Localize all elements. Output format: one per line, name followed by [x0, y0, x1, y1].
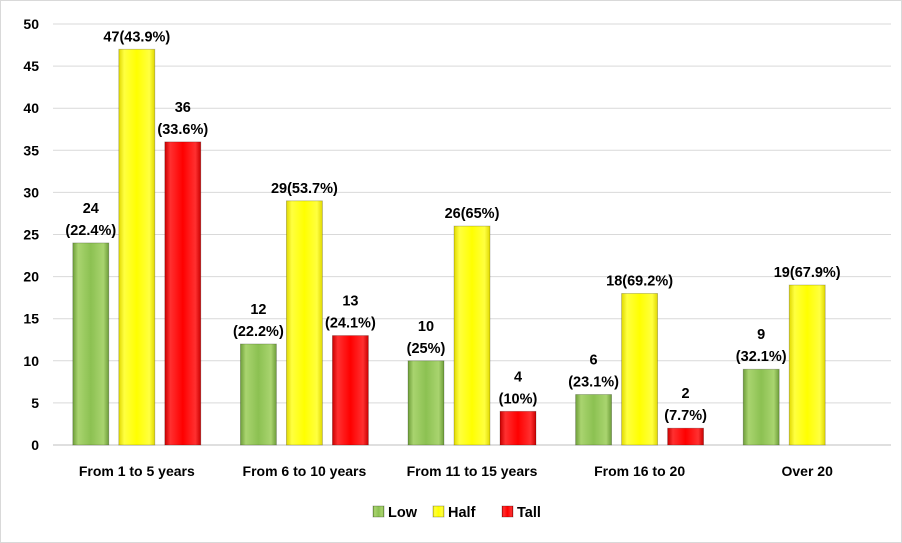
x-tick-label: Over 20	[782, 463, 834, 479]
data-label: (25%)	[407, 341, 446, 357]
legend-swatch-low	[372, 505, 385, 518]
y-tick-label: 15	[23, 311, 39, 327]
data-label: 10	[418, 319, 434, 335]
bar-half	[453, 225, 491, 446]
y-tick-label: 0	[31, 437, 39, 453]
bar-half	[285, 200, 323, 446]
y-tick-label: 30	[23, 184, 39, 200]
data-label: (10%)	[499, 391, 538, 407]
data-label: 12	[250, 302, 266, 318]
data-label: 36	[175, 100, 191, 116]
y-tick-label: 40	[23, 100, 39, 116]
bar-half	[788, 284, 826, 446]
bar-half	[621, 293, 658, 446]
data-label: (24.1%)	[325, 316, 376, 332]
x-tick-label: From 6 to 10 years	[243, 463, 367, 479]
legend-label: Low	[388, 505, 418, 521]
bar-tall	[667, 427, 704, 446]
data-label: 18(69.2%)	[606, 273, 673, 289]
x-tick-label: From 16 to 20	[594, 463, 685, 479]
legend-label: Tall	[517, 505, 541, 521]
bar-low	[742, 368, 780, 446]
data-label: 4	[514, 369, 522, 385]
data-label: (22.2%)	[233, 324, 284, 340]
y-tick-label: 20	[23, 269, 39, 285]
y-tick-label: 45	[23, 58, 39, 74]
y-tick-label: 10	[23, 353, 39, 369]
data-label: 24	[83, 201, 99, 217]
bar-low	[239, 343, 277, 446]
data-label: (7.7%)	[664, 408, 707, 424]
bar-low	[575, 394, 612, 446]
bar-low	[407, 360, 445, 446]
data-label: 13	[342, 294, 358, 310]
data-label: 29(53.7%)	[271, 181, 338, 197]
data-label: 2	[682, 386, 690, 402]
y-tick-label: 35	[23, 142, 39, 158]
bar-tall	[164, 141, 202, 446]
data-label: (32.1%)	[736, 349, 787, 365]
data-label: (23.1%)	[568, 374, 619, 390]
data-label: 9	[757, 327, 765, 343]
data-label: (22.4%)	[65, 223, 116, 239]
x-tick-label: From 11 to 15 years	[407, 463, 538, 479]
data-label: 19(67.9%)	[774, 265, 841, 281]
y-tick-label: 25	[23, 227, 39, 243]
y-tick-label: 5	[31, 395, 39, 411]
bar-tall	[499, 410, 537, 446]
data-label: 26(65%)	[445, 206, 500, 222]
legend-swatch-tall	[501, 505, 514, 518]
data-label: 47(43.9%)	[103, 29, 170, 45]
y-tick-label: 50	[23, 16, 39, 32]
legend-label: Half	[448, 505, 476, 521]
x-tick-label: From 1 to 5 years	[79, 463, 195, 479]
legend-swatch-half	[432, 505, 445, 518]
bar-half	[118, 48, 156, 446]
bar-low	[72, 242, 110, 446]
data-label: 6	[590, 352, 598, 368]
bar-tall	[331, 335, 369, 446]
data-label: (33.6%)	[157, 122, 208, 138]
